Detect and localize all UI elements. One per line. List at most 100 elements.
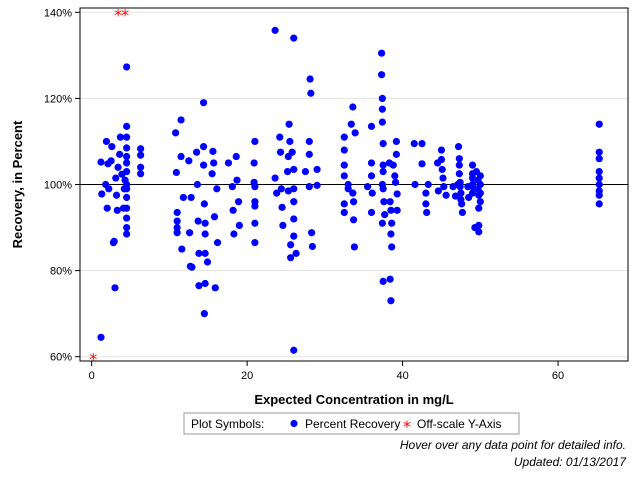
- data-point[interactable]: [251, 137, 259, 146]
- data-point[interactable]: [123, 185, 131, 193]
- data-point[interactable]: [378, 94, 386, 103]
- data-point[interactable]: [388, 219, 396, 227]
- data-point[interactable]: [178, 245, 186, 253]
- data-point[interactable]: [103, 204, 111, 212]
- data-point[interactable]: [116, 133, 125, 141]
- data-point[interactable]: [367, 159, 376, 167]
- data-point[interactable]: [476, 198, 484, 206]
- off-scale-point[interactable]: *: [121, 5, 129, 24]
- data-point[interactable]: [379, 277, 387, 285]
- data-point[interactable]: [344, 180, 352, 189]
- data-point[interactable]: [476, 180, 484, 189]
- data-point[interactable]: [437, 146, 446, 154]
- data-point[interactable]: [455, 155, 463, 163]
- data-point[interactable]: [200, 310, 208, 318]
- data-point[interactable]: [201, 249, 209, 257]
- data-point[interactable]: [438, 165, 446, 174]
- data-point[interactable]: [350, 198, 358, 206]
- data-point[interactable]: [201, 279, 209, 288]
- data-point[interactable]: [423, 208, 431, 217]
- data-point[interactable]: [387, 206, 395, 214]
- data-point[interactable]: [209, 147, 217, 155]
- data-point[interactable]: [442, 191, 450, 199]
- data-point[interactable]: [107, 157, 115, 165]
- data-point[interactable]: [273, 189, 281, 197]
- data-point[interactable]: [475, 228, 483, 236]
- data-point[interactable]: [475, 204, 483, 212]
- data-point[interactable]: [378, 118, 386, 126]
- data-point[interactable]: [367, 172, 376, 180]
- data-point[interactable]: [595, 180, 603, 189]
- data-point[interactable]: [340, 172, 348, 180]
- data-point[interactable]: [418, 140, 426, 148]
- data-point[interactable]: [177, 116, 185, 124]
- data-point[interactable]: [250, 159, 258, 167]
- data-point[interactable]: [111, 284, 119, 292]
- data-point[interactable]: [340, 208, 348, 217]
- data-point[interactable]: [137, 163, 145, 171]
- data-point[interactable]: [185, 157, 193, 165]
- data-point[interactable]: [276, 148, 285, 156]
- data-point[interactable]: [306, 75, 314, 83]
- data-point[interactable]: [410, 140, 418, 148]
- data-point[interactable]: [194, 217, 202, 225]
- data-point[interactable]: [468, 174, 477, 182]
- data-point[interactable]: [422, 189, 430, 197]
- data-point[interactable]: [340, 200, 348, 208]
- data-point[interactable]: [97, 158, 105, 166]
- data-point[interactable]: [288, 148, 296, 156]
- data-point[interactable]: [290, 198, 298, 206]
- data-point[interactable]: [347, 120, 355, 128]
- data-point[interactable]: [230, 230, 238, 238]
- data-point[interactable]: [349, 103, 357, 111]
- data-point[interactable]: [313, 181, 321, 189]
- off-scale-point[interactable]: *: [114, 5, 122, 24]
- data-point[interactable]: [454, 143, 463, 151]
- data-point[interactable]: [305, 150, 313, 158]
- data-point[interactable]: [286, 137, 294, 146]
- data-point[interactable]: [393, 206, 401, 214]
- data-point[interactable]: [379, 161, 387, 169]
- data-point[interactable]: [213, 239, 222, 247]
- data-point[interactable]: [380, 198, 388, 206]
- data-point[interactable]: [456, 183, 464, 191]
- data-point[interactable]: [201, 230, 209, 238]
- data-point[interactable]: [98, 190, 106, 198]
- data-point[interactable]: [173, 229, 181, 237]
- data-point[interactable]: [199, 99, 208, 107]
- data-point[interactable]: [210, 213, 219, 221]
- data-point[interactable]: [251, 239, 259, 247]
- data-point[interactable]: [392, 150, 400, 158]
- data-point[interactable]: [108, 143, 116, 151]
- data-point[interactable]: [123, 144, 131, 152]
- data-point[interactable]: [595, 174, 603, 182]
- data-point[interactable]: [439, 174, 447, 182]
- data-point[interactable]: [468, 183, 477, 191]
- data-point[interactable]: [251, 219, 259, 227]
- data-point[interactable]: [173, 217, 181, 225]
- data-point[interactable]: [313, 165, 321, 174]
- data-point[interactable]: [113, 206, 121, 214]
- data-point[interactable]: [377, 71, 386, 79]
- data-point[interactable]: [195, 249, 203, 257]
- data-point[interactable]: [476, 189, 484, 197]
- data-point[interactable]: [290, 215, 298, 223]
- data-point[interactable]: [475, 221, 483, 229]
- data-point[interactable]: [188, 263, 196, 271]
- data-point[interactable]: [235, 221, 243, 229]
- data-point[interactable]: [251, 198, 259, 206]
- data-point[interactable]: [123, 159, 131, 167]
- data-point[interactable]: [458, 200, 466, 208]
- data-point[interactable]: [379, 167, 387, 176]
- data-point[interactable]: [116, 150, 124, 158]
- data-point[interactable]: [199, 161, 208, 169]
- data-point[interactable]: [305, 183, 313, 191]
- data-point[interactable]: [424, 180, 432, 189]
- data-point[interactable]: [367, 122, 376, 130]
- data-point[interactable]: [301, 167, 310, 176]
- data-point[interactable]: [213, 185, 221, 193]
- data-point[interactable]: [364, 183, 372, 191]
- data-point[interactable]: [173, 223, 181, 232]
- data-point[interactable]: [229, 206, 237, 214]
- data-point[interactable]: [379, 185, 387, 193]
